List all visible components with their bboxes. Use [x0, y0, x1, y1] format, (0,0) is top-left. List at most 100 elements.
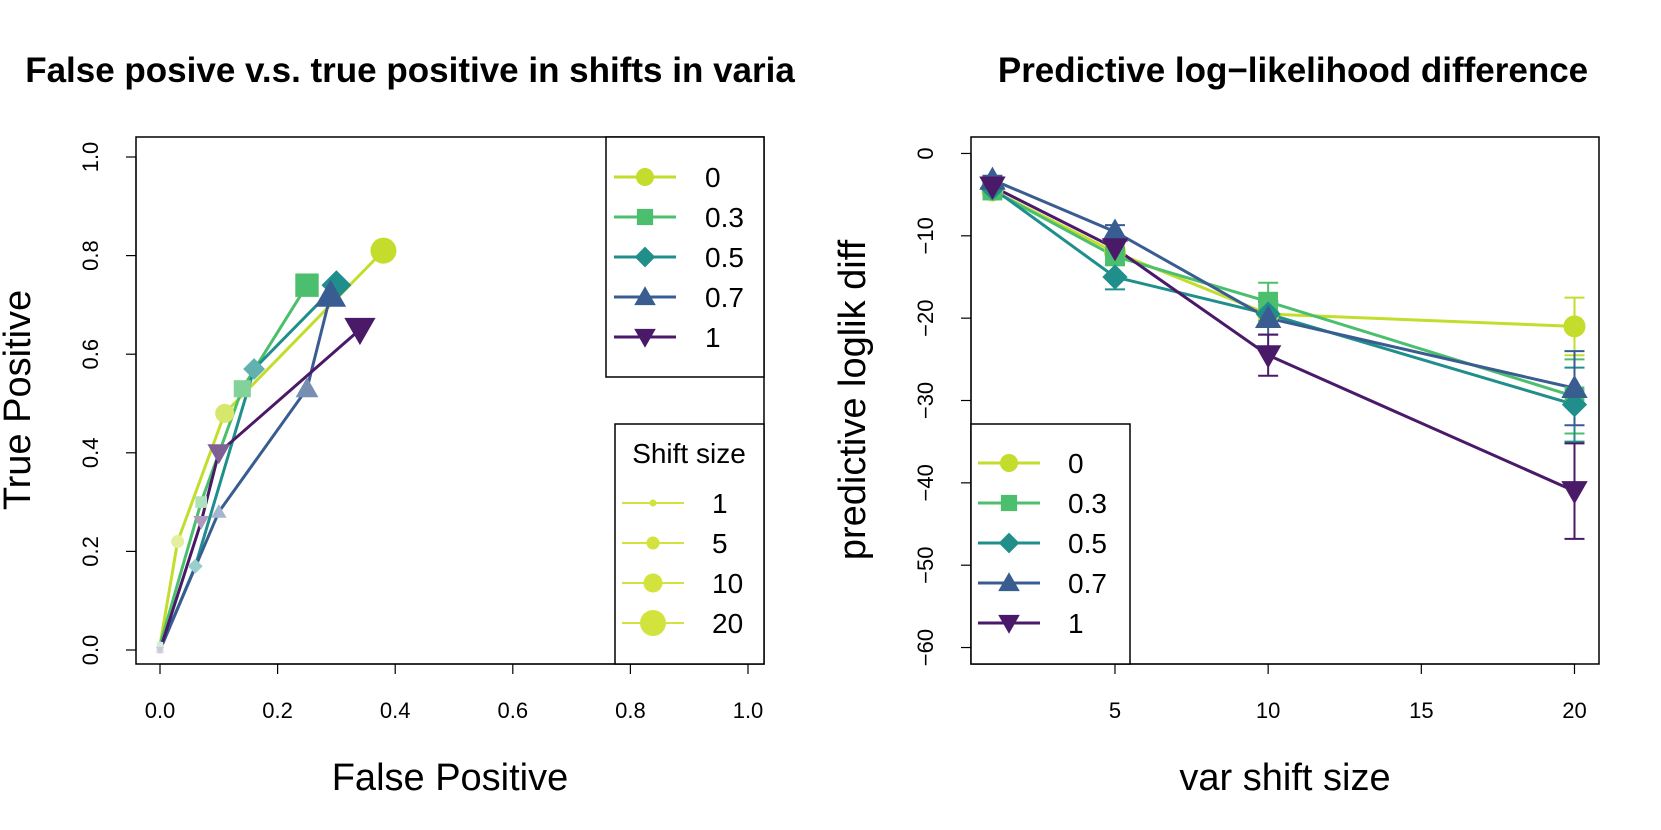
left-point-0.3	[195, 496, 208, 508]
left-series	[155, 237, 397, 655]
left-legend-label: 0.5	[705, 242, 744, 273]
left-y-tick-label: 1.0	[78, 142, 103, 173]
left-point-0.7	[314, 279, 347, 307]
size-legend-label: 10	[712, 568, 743, 599]
right-series-line-0	[991, 189, 1575, 328]
left-y-ticks: 0.0 0.2 0.4 0.6 0.8 1.0	[78, 142, 137, 666]
size-legend-label: 20	[712, 608, 743, 639]
left-series-line-1	[158, 328, 361, 651]
right-point-1	[979, 176, 1006, 200]
right-point-0	[1563, 315, 1586, 338]
right-x-tick-label: 20	[1562, 698, 1586, 723]
right-y-tick-label: −50	[913, 547, 938, 584]
left-point-0.3	[295, 273, 319, 297]
left-panel: False posive v.s. true positive in shift…	[0, 51, 795, 799]
right-y-axis-label: predictive loglik diff	[832, 239, 874, 560]
left-y-tick-label: 0.0	[78, 635, 103, 666]
right-point-0.5	[1561, 391, 1588, 418]
left-point-0	[370, 237, 397, 264]
right-y-tick-label: −30	[913, 382, 938, 419]
left-series-line-0.5	[158, 284, 338, 651]
right-series-line-1	[991, 185, 1576, 493]
left-legend: 0 0.3 0.5 0.7 1	[605, 136, 765, 378]
right-legend-label: 0.5	[1068, 528, 1107, 559]
left-y-axis-label: True Positive	[0, 290, 39, 510]
right-legend-marker	[998, 572, 1020, 592]
left-x-tick-label: 0.4	[380, 698, 411, 723]
left-point-0.3	[156, 641, 164, 649]
size-legend-marker	[649, 499, 657, 507]
right-legend: 0 0.3 0.5 0.7 1	[970, 423, 1131, 665]
left-x-tick-label: 1.0	[733, 698, 764, 723]
left-point-1	[207, 444, 231, 465]
left-point-1	[193, 515, 209, 530]
right-series-line-0.3	[991, 189, 1575, 398]
left-legend-label: 1	[705, 322, 721, 353]
left-point-0.7	[295, 377, 319, 398]
right-point-1	[1101, 238, 1129, 262]
right-series-line-0.7	[991, 178, 1575, 390]
right-series-line-0.5	[991, 186, 1575, 407]
right-legend-label: 0.3	[1068, 488, 1107, 519]
left-point-0.7	[211, 504, 227, 518]
left-chart-title: False posive v.s. true positive in shift…	[25, 51, 795, 90]
right-panel: Predictive log−likelihood difference var…	[832, 51, 1600, 799]
size-legend-label: 1	[712, 488, 728, 519]
left-point-0.5	[243, 358, 266, 380]
right-point-0.7	[1254, 304, 1282, 329]
left-point-0	[215, 403, 235, 423]
right-y-tick-label: −20	[913, 299, 938, 336]
left-legend-marker	[634, 286, 656, 306]
right-point-0.7	[1101, 218, 1129, 242]
right-x-tick-label: 10	[1256, 698, 1280, 723]
right-y-tick-label: −60	[913, 629, 938, 666]
left-series-line-0	[158, 249, 385, 646]
right-legend-label: 1	[1068, 608, 1084, 639]
left-legend-marker	[636, 208, 654, 226]
right-chart-title: Predictive log−likelihood difference	[998, 51, 1588, 90]
left-x-tick-label: 0.8	[615, 698, 646, 723]
right-y-ticks: −60 −50 −40 −30 −20 −10 0	[913, 147, 972, 666]
right-y-tick-label: 0	[913, 147, 938, 159]
right-legend-label: 0.7	[1068, 568, 1107, 599]
left-legend-marker	[634, 328, 656, 348]
right-legend-marker	[998, 532, 1020, 554]
size-legend-title: Shift size	[632, 438, 746, 469]
left-y-tick-label: 0.6	[78, 339, 103, 370]
left-point-1	[155, 646, 165, 655]
left-legend-label: 0.7	[705, 282, 744, 313]
left-legend-marker	[636, 168, 654, 186]
left-y-tick-label: 0.8	[78, 240, 103, 271]
left-legend-label: 0	[705, 162, 721, 193]
left-y-tick-label: 0.2	[78, 536, 103, 567]
right-x-tick-label: 5	[1109, 698, 1121, 723]
left-point-1	[344, 317, 376, 346]
right-legend-marker	[1000, 454, 1018, 472]
size-legend-marker	[640, 610, 666, 636]
right-legend-marker	[998, 614, 1020, 634]
right-point-1	[1254, 345, 1282, 369]
right-series	[979, 166, 1588, 540]
left-legend-marker	[634, 246, 656, 268]
right-point-0.5	[1102, 264, 1128, 290]
right-point-0.7	[1561, 374, 1588, 399]
size-legend-marker	[643, 573, 663, 593]
right-legend-marker	[1000, 494, 1018, 512]
right-x-ticks: 5 10 15 20	[1109, 663, 1587, 723]
right-legend-label: 0	[1068, 448, 1084, 479]
right-x-tick-label: 15	[1409, 698, 1433, 723]
left-series-line-0.7	[158, 294, 332, 651]
left-x-tick-label: 0.2	[262, 698, 293, 723]
left-x-tick-label: 0.0	[145, 698, 176, 723]
left-point-0.3	[233, 380, 251, 398]
left-size-legend: Shift size 1 5 10 20	[614, 423, 765, 665]
left-x-axis-label: False Positive	[332, 757, 569, 799]
left-x-ticks: 0.0 0.2 0.4 0.6 0.8 1.0	[145, 663, 764, 723]
right-point-1	[1561, 481, 1588, 505]
right-y-tick-label: −10	[913, 217, 938, 254]
size-legend-marker	[646, 536, 660, 550]
left-x-tick-label: 0.6	[498, 698, 529, 723]
right-y-tick-label: −40	[913, 464, 938, 501]
left-legend-label: 0.3	[705, 202, 744, 233]
